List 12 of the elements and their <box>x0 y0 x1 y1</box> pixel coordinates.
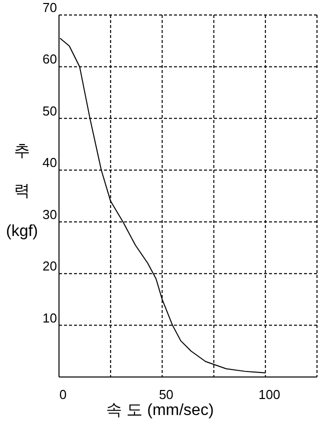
y-tick-label: 60 <box>42 52 57 67</box>
x-axis-title: 속 도 (mm/sec) <box>106 402 214 419</box>
y-tick-label: 50 <box>42 103 57 118</box>
x-tick-label: 50 <box>158 387 174 402</box>
y-tick-label: 30 <box>42 206 57 222</box>
y-tick-label: 10 <box>42 310 57 326</box>
y-tick-label: 70 <box>42 0 57 15</box>
y-tick-label: 20 <box>42 258 57 274</box>
x-tick-label: 0 <box>59 387 67 402</box>
x-tick-label: 100 <box>258 387 280 402</box>
text: 추 력 (kgf) <box>6 143 38 240</box>
y-tick-label: 40 <box>42 155 57 170</box>
